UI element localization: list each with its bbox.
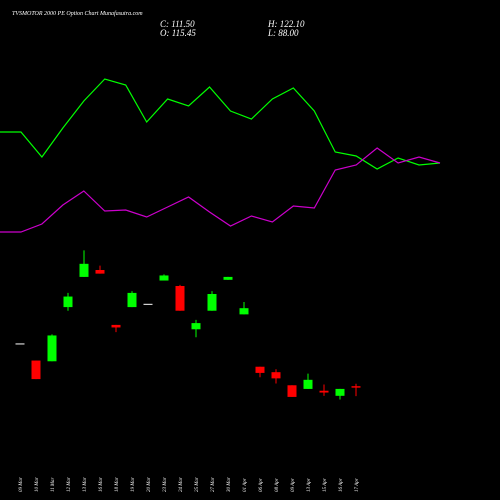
x-tick-label: 10 Mar xyxy=(35,477,40,492)
candle-body xyxy=(79,263,89,277)
x-tick-label: 09 Mar xyxy=(19,477,24,492)
candle-body xyxy=(175,286,185,311)
candle-body xyxy=(207,294,217,311)
x-tick-label: 06 Apr xyxy=(259,478,264,492)
candle-body xyxy=(303,379,313,389)
x-tick-label: 25 Mar xyxy=(195,477,200,492)
candle-body xyxy=(159,275,169,281)
x-tick-label: 13 Mar xyxy=(83,477,88,492)
candle-body xyxy=(95,270,105,274)
candle-body xyxy=(127,292,137,308)
chart-title: TVSMOTOR 2000 PE Option Chart Munafasutr… xyxy=(12,10,143,17)
x-tick-label: 27 Mar xyxy=(211,477,216,492)
candle-body xyxy=(287,385,297,397)
x-tick-label: 15 Apr xyxy=(323,478,328,492)
open-label: O: 115.45 xyxy=(160,28,196,38)
candle-body xyxy=(351,386,361,388)
close-label: C: 111.50 xyxy=(160,19,195,29)
x-tick-label: 24 Mar xyxy=(179,477,184,492)
x-tick-label: 19 Mar xyxy=(131,477,136,492)
candle-body xyxy=(223,276,233,280)
x-tick-label: 23 Mar xyxy=(163,477,168,492)
candle-body xyxy=(31,360,41,380)
x-tick-label: 18 Mar xyxy=(115,477,120,492)
candle-body xyxy=(319,390,329,393)
candle-body xyxy=(335,388,345,396)
indicator-line xyxy=(0,147,441,233)
candle-body xyxy=(191,323,201,330)
x-tick-label: 13 Apr xyxy=(307,478,312,492)
low-label: L: 88.00 xyxy=(267,28,299,38)
x-tick-label: 09 Apr xyxy=(291,478,296,492)
x-tick-label: 30 Mar xyxy=(227,477,232,492)
candle-body xyxy=(63,296,73,308)
candle-body xyxy=(143,303,153,305)
indicator-line xyxy=(0,78,441,170)
x-tick-label: 11 Mar xyxy=(51,477,56,492)
candle-body xyxy=(255,366,265,373)
x-tick-label: 16 Apr xyxy=(339,478,344,492)
x-tick-label: 12 Mar xyxy=(67,477,72,492)
x-tick-label: 16 Mar xyxy=(99,477,104,492)
candle-body xyxy=(239,308,249,315)
candle-body xyxy=(47,335,57,362)
candle-body xyxy=(111,324,121,328)
candle-body xyxy=(15,343,25,345)
x-tick-label: 20 Mar xyxy=(147,477,152,492)
x-tick-label: 01 Apr xyxy=(243,478,248,492)
x-tick-label: 17 Apr xyxy=(355,478,360,492)
candle-body xyxy=(271,372,281,379)
x-tick-label: 08 Apr xyxy=(275,478,280,492)
high-label: H: 122.10 xyxy=(267,19,305,29)
